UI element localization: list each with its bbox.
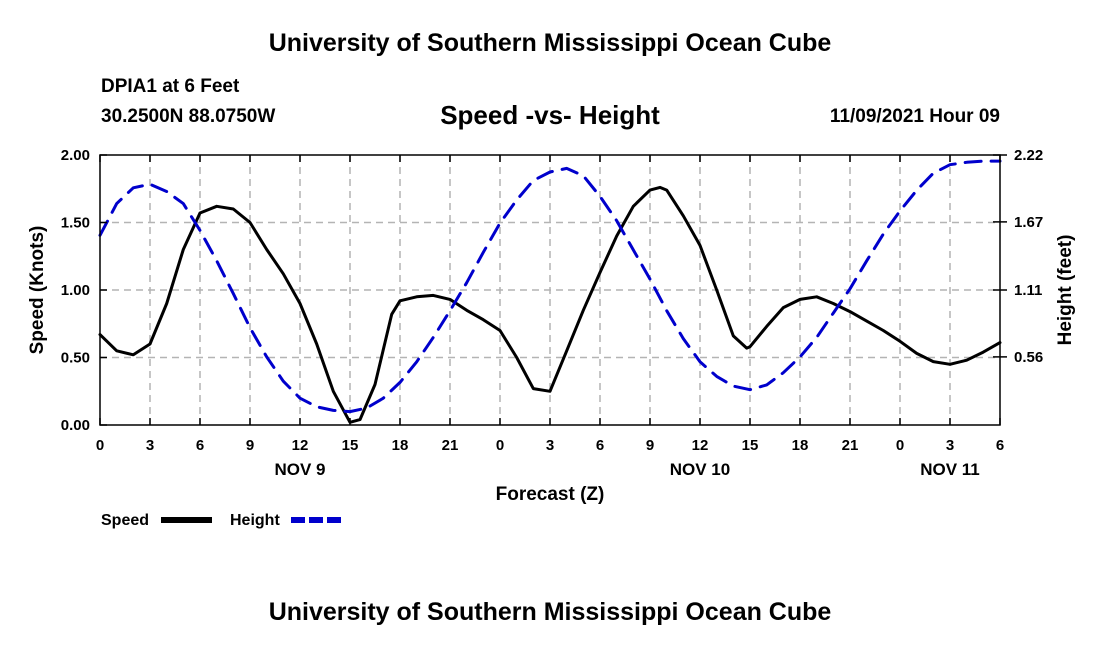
x-tick-label: 15 xyxy=(342,437,359,454)
y2-tick-label: 1.11 xyxy=(1014,282,1042,299)
x-tick-label: 0 xyxy=(496,437,504,454)
speed-series-line xyxy=(98,185,1002,424)
page-title: University of Southern Mississippi Ocean… xyxy=(268,29,832,57)
chart-series xyxy=(98,159,1002,424)
x-tick-label: 21 xyxy=(442,437,459,454)
y2-axis-label: Height (feet) xyxy=(1055,235,1076,346)
y2-tick-label: 0.56 xyxy=(1014,349,1043,366)
x-tick-label: 3 xyxy=(146,437,154,454)
x-tick-label: 18 xyxy=(392,437,409,454)
y-tick-label: 1.50 xyxy=(61,215,90,232)
date-label: NOV 9 xyxy=(274,460,325,479)
x-tick-label: 9 xyxy=(646,437,654,454)
y2-tick-label: 1.67 xyxy=(1014,214,1043,231)
x-tick-label: 6 xyxy=(196,437,204,454)
legend-speed-label: Speed xyxy=(101,512,149,529)
date-label: NOV 10 xyxy=(670,460,730,479)
y-tick-label: 0.50 xyxy=(61,350,90,367)
date-label: NOV 11 xyxy=(920,460,980,479)
y-axis-label: Speed (Knots) xyxy=(27,226,48,355)
x-tick-label: 6 xyxy=(996,437,1004,454)
x-tick-label: 6 xyxy=(596,437,604,454)
station-label: DPIA1 at 6 Feet xyxy=(101,76,240,97)
x-tick-label: 15 xyxy=(742,437,759,454)
forecast-datetime: 11/09/2021 Hour 09 xyxy=(829,106,1000,127)
chart-ticks: 0 3 6 9 12 15 18 21 0 3 6 9 12 15 18 21 0 3 6 0.00 0.50 1.00 1… xyxy=(61,147,1043,479)
x-tick-label: 12 xyxy=(292,437,309,454)
chart-subtitle: Speed -vs- Height xyxy=(440,100,660,130)
x-tick-label: 12 xyxy=(692,437,709,454)
x-tick-label: 3 xyxy=(546,437,554,454)
x-tick-label: 18 xyxy=(792,437,809,454)
y-tick-label: 2.00 xyxy=(61,147,90,164)
y-tick-label: 1.00 xyxy=(61,282,90,299)
height-series-line xyxy=(98,159,1002,414)
y2-tick-label: 2.22 xyxy=(1014,147,1043,164)
x-tick-label: 0 xyxy=(96,437,104,454)
speed-height-chart: 0 3 6 9 12 15 18 21 0 3 6 9 12 15 18 21 0 3 6 0.00 0.50 1.00 1… xyxy=(27,147,1076,529)
chart-legend: Speed Height xyxy=(101,512,342,529)
legend-height-label: Height xyxy=(230,512,280,529)
chart-grid xyxy=(100,155,1000,425)
footer-title: University of Southern Mississippi Ocean… xyxy=(268,598,832,626)
x-tick-label: 3 xyxy=(946,437,954,454)
station-coordinates: 30.2500N 88.0750W xyxy=(101,106,276,127)
x-tick-label: 9 xyxy=(246,437,254,454)
x-tick-label: 0 xyxy=(896,437,904,454)
y-tick-label: 0.00 xyxy=(61,417,90,434)
x-tick-label: 21 xyxy=(842,437,859,454)
x-axis-label: Forecast (Z) xyxy=(496,484,605,505)
